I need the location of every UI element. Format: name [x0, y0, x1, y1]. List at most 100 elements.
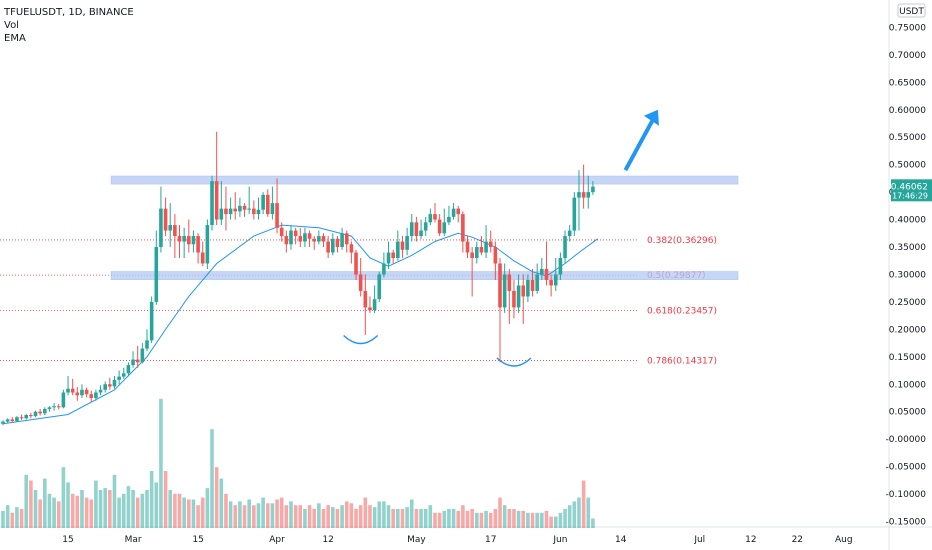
- candle: [521, 274, 526, 324]
- candle-body: [191, 236, 196, 245]
- indicator-vol[interactable]: Vol: [4, 20, 19, 31]
- candle-body: [419, 230, 423, 237]
- candle-body: [372, 299, 377, 311]
- volume-bar: [210, 429, 214, 528]
- candle-body: [168, 225, 173, 231]
- candle-body: [377, 274, 382, 300]
- candle: [135, 345, 140, 368]
- candle: [10, 417, 15, 423]
- candle: [512, 279, 516, 319]
- candle: [145, 329, 149, 352]
- candle-body: [586, 192, 591, 198]
- volume-bar: [214, 467, 219, 528]
- y-tick-label: 0.05000: [889, 408, 926, 418]
- candle: [330, 233, 335, 256]
- indicator-ema[interactable]: EMA: [4, 33, 26, 44]
- candle-body: [572, 197, 577, 231]
- candle-body: [140, 348, 145, 363]
- candle: [47, 406, 52, 412]
- candle-body: [10, 419, 15, 422]
- x-tick-label: 17: [485, 535, 496, 545]
- candle-body: [121, 373, 126, 377]
- candle: [43, 407, 47, 416]
- volume-bar: [219, 478, 224, 528]
- candle-body: [80, 389, 84, 396]
- bottom-arc: [343, 334, 379, 345]
- volume-bar: [108, 490, 112, 528]
- volume-bar: [358, 505, 363, 528]
- volume-bar: [233, 505, 238, 528]
- volume-bar: [279, 497, 284, 528]
- candle: [238, 197, 242, 217]
- candle: [80, 384, 84, 398]
- candle: [112, 376, 117, 389]
- volume-bar: [451, 509, 456, 528]
- candle: [567, 225, 572, 242]
- volume-bar: [261, 497, 265, 528]
- candle: [173, 214, 177, 259]
- candle: [396, 230, 400, 261]
- candle-body: [5, 419, 10, 422]
- candle: [382, 252, 386, 278]
- candle: [177, 225, 182, 259]
- symbol-line[interactable]: TFUELUSDT, 1D, BINANCE: [4, 7, 134, 18]
- x-tick-label: Jul: [693, 535, 705, 545]
- candle: [530, 268, 535, 297]
- volume-bar: [437, 512, 442, 528]
- horizontal-zone: [110, 271, 739, 280]
- candle-body: [465, 241, 470, 253]
- volume-bar: [382, 501, 386, 528]
- candle-body: [117, 376, 121, 380]
- volume-bar: [386, 505, 391, 528]
- candle: [233, 192, 238, 220]
- candle-body: [558, 258, 563, 275]
- volume-bar: [563, 509, 567, 528]
- volume-bar: [33, 490, 38, 528]
- volume-bar: [577, 497, 581, 528]
- candle: [52, 402, 56, 411]
- candle-body: [94, 392, 98, 398]
- volume-bar: [591, 518, 595, 528]
- candle: [349, 241, 354, 264]
- x-tick-label: 22: [792, 535, 803, 545]
- candle: [526, 274, 530, 302]
- y-tick-label: 0.10000: [889, 380, 926, 390]
- volume-bar: [224, 493, 228, 528]
- candle-body: [326, 241, 330, 253]
- fib-label: 0.786(0.14317): [647, 357, 717, 367]
- fib-label: 0.382(0.36296): [647, 236, 717, 246]
- candle-body: [145, 340, 149, 349]
- candle-body: [317, 236, 321, 242]
- volume-bar: [135, 497, 140, 528]
- volume-bar: [581, 480, 586, 528]
- candle-body: [187, 236, 191, 245]
- candle-body: [437, 219, 442, 234]
- candle-body: [38, 411, 42, 414]
- candle-body: [112, 379, 117, 387]
- candle-body: [15, 417, 19, 422]
- volume-bar: [293, 505, 298, 528]
- candle: [154, 230, 159, 305]
- candle: [335, 236, 340, 253]
- candle-body: [89, 394, 94, 398]
- volume-bar: [516, 510, 521, 528]
- candle: [242, 203, 247, 217]
- candle-body: [200, 252, 205, 264]
- volume-bar: [317, 503, 321, 528]
- volume-bar: [80, 490, 84, 528]
- y-tick-label: 0.35000: [889, 243, 926, 253]
- candle: [498, 258, 502, 363]
- volume-bar: [558, 512, 563, 528]
- candle: [38, 408, 42, 416]
- candle: [442, 208, 447, 237]
- candle: [284, 230, 289, 253]
- candle-body: [512, 290, 516, 308]
- volume-bar: [484, 510, 488, 528]
- candle-body: [358, 274, 363, 291]
- candle-body: [474, 247, 479, 259]
- x-tick-label: 15: [62, 535, 73, 545]
- countdown-text: 17:46:29: [892, 191, 928, 200]
- candle: [270, 186, 275, 220]
- candle: [275, 178, 279, 234]
